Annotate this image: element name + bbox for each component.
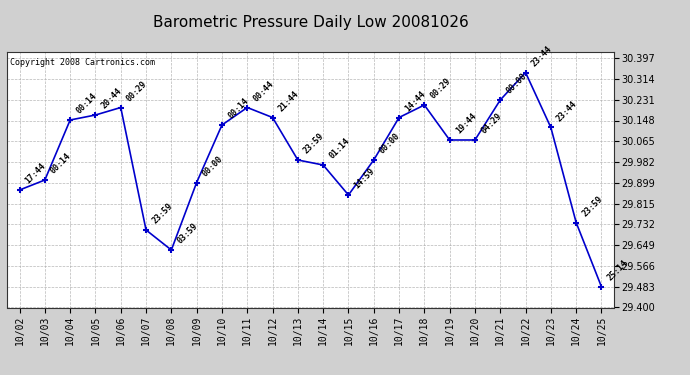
Text: 21:44: 21:44: [277, 89, 301, 113]
Text: 23:59: 23:59: [150, 202, 175, 226]
Text: 00:44: 00:44: [251, 79, 275, 104]
Text: 00:00: 00:00: [378, 132, 402, 156]
Text: 00:14: 00:14: [49, 152, 73, 176]
Text: 23:44: 23:44: [555, 99, 579, 123]
Text: 00:00: 00:00: [504, 72, 529, 96]
Text: 04:29: 04:29: [479, 112, 503, 136]
Text: 00:29: 00:29: [125, 79, 149, 104]
Text: 00:14: 00:14: [226, 97, 250, 121]
Text: 00:14: 00:14: [75, 92, 99, 116]
Text: 03:59: 03:59: [175, 222, 199, 246]
Text: 23:44: 23:44: [530, 44, 554, 68]
Text: 25:14: 25:14: [606, 258, 630, 283]
Text: Barometric Pressure Daily Low 20081026: Barometric Pressure Daily Low 20081026: [152, 15, 469, 30]
Text: 20:44: 20:44: [99, 87, 124, 111]
Text: 19:44: 19:44: [454, 112, 478, 136]
Text: 01:14: 01:14: [327, 137, 351, 161]
Text: 14:59: 14:59: [353, 167, 377, 191]
Text: 00:29: 00:29: [428, 77, 453, 101]
Text: 14:44: 14:44: [403, 89, 427, 113]
Text: 23:59: 23:59: [580, 194, 604, 218]
Text: 00:00: 00:00: [201, 154, 225, 178]
Text: Copyright 2008 Cartronics.com: Copyright 2008 Cartronics.com: [10, 58, 155, 67]
Text: 23:59: 23:59: [302, 132, 326, 156]
Text: 17:44: 17:44: [23, 162, 48, 186]
